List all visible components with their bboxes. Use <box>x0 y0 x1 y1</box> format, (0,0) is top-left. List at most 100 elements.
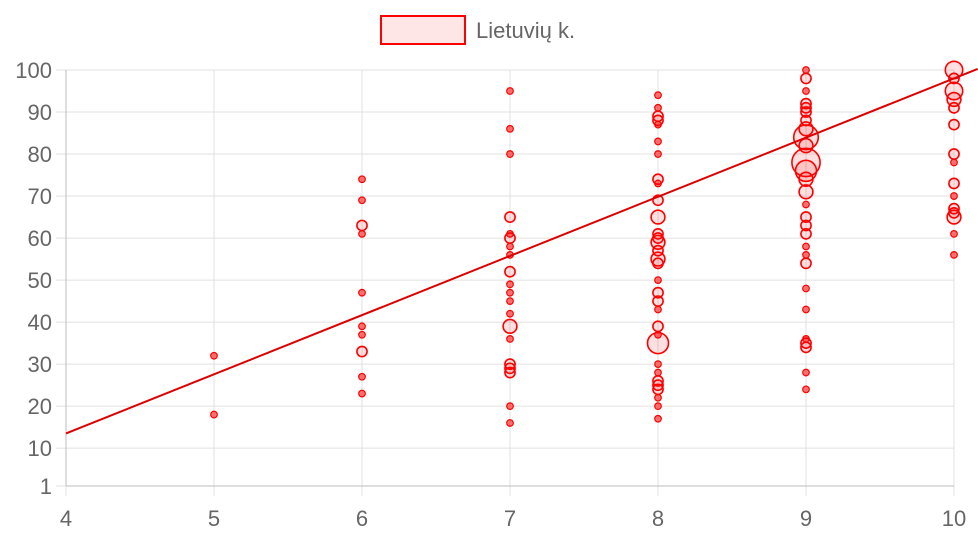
bubble-point[interactable] <box>502 318 518 335</box>
bubble-point[interactable] <box>654 402 662 411</box>
bubble-point[interactable] <box>506 288 514 297</box>
bubble-point[interactable] <box>654 305 662 314</box>
y-axis-ticks: 1 10 20 30 40 50 60 70 80 90 100 <box>15 58 52 499</box>
bubble-point[interactable] <box>358 229 366 238</box>
bubble-point[interactable] <box>946 91 962 108</box>
bubble-point[interactable] <box>946 209 962 225</box>
bubble-point[interactable] <box>800 219 812 232</box>
bubble-point[interactable] <box>650 251 666 267</box>
bubble-point[interactable] <box>504 265 516 278</box>
bubble-point[interactable] <box>650 234 666 250</box>
bubble-point[interactable] <box>356 345 368 358</box>
bubble-point[interactable] <box>652 257 664 270</box>
bubble-point[interactable] <box>802 385 810 394</box>
bubble-point[interactable] <box>506 297 514 306</box>
bubble-point[interactable] <box>654 360 662 369</box>
bubble-point[interactable] <box>800 72 812 85</box>
bubble-point[interactable] <box>802 250 810 259</box>
bubble-point[interactable] <box>358 372 366 381</box>
regression-line <box>65 68 978 435</box>
bubble-point[interactable] <box>800 97 812 110</box>
bubble-point[interactable] <box>791 147 821 178</box>
x-tick-label: 5 <box>208 506 220 531</box>
bubble-point[interactable] <box>358 288 366 297</box>
x-tick-label: 4 <box>60 506 72 531</box>
bubble-point[interactable] <box>356 219 368 232</box>
bubble-point[interactable] <box>800 257 812 270</box>
bubble-point[interactable] <box>358 389 366 398</box>
bubble-point[interactable] <box>652 383 664 396</box>
y-tick-label: 1 <box>40 474 52 499</box>
bubble-point[interactable] <box>802 87 810 95</box>
bubble-point[interactable] <box>652 320 664 333</box>
bubble-point[interactable] <box>506 280 514 289</box>
bubble-point[interactable] <box>506 309 514 318</box>
bubble-point[interactable] <box>654 91 662 100</box>
bubble-point[interactable] <box>506 150 514 158</box>
bubble-point[interactable] <box>358 322 366 331</box>
bubble-point[interactable] <box>950 158 958 167</box>
bubble-point[interactable] <box>802 242 810 251</box>
bubble-point[interactable] <box>654 120 662 129</box>
bubble-point[interactable] <box>800 227 812 240</box>
bubble-point[interactable] <box>948 118 960 131</box>
bubble-point[interactable] <box>950 229 958 238</box>
bubble-point[interactable] <box>654 137 662 146</box>
bubble-point[interactable] <box>654 103 662 112</box>
bubble-point[interactable] <box>646 331 670 355</box>
bubble-point[interactable] <box>652 286 664 299</box>
x-tick-label: 6 <box>356 506 368 531</box>
bubble-point[interactable] <box>210 410 218 419</box>
bubble-point[interactable] <box>506 335 514 343</box>
bubble-point[interactable] <box>944 81 964 101</box>
legend-label[interactable]: Lietuvių k. <box>476 18 575 43</box>
bubble-point[interactable] <box>948 101 960 114</box>
bubble-point[interactable] <box>506 402 514 411</box>
legend[interactable]: Lietuvių k. <box>380 15 575 45</box>
bubble-point[interactable] <box>504 366 516 379</box>
bubble-point[interactable] <box>800 101 812 114</box>
bubble-point[interactable] <box>358 196 366 205</box>
bubble-point[interactable] <box>798 171 814 187</box>
bubble-point[interactable] <box>950 192 958 200</box>
bubble-point[interactable] <box>800 211 812 223</box>
bubble-point[interactable] <box>654 276 662 285</box>
bubble-point[interactable] <box>654 150 662 158</box>
bubble-point[interactable] <box>652 379 664 392</box>
bubble-point[interactable] <box>654 414 662 423</box>
bubble-point[interactable] <box>802 284 810 293</box>
y-tick-label: 20 <box>28 394 52 419</box>
bubble-point[interactable] <box>652 295 664 308</box>
bubble-point[interactable] <box>504 358 516 371</box>
bubble-point[interactable] <box>506 87 514 95</box>
bubble-point[interactable] <box>358 330 366 339</box>
bubble-point[interactable] <box>802 305 810 314</box>
x-axis-ticks: 4 5 6 7 8 9 10 <box>60 506 966 531</box>
bubble-point[interactable] <box>358 175 366 184</box>
bubble-point[interactable] <box>506 242 514 251</box>
bubble-point[interactable] <box>802 66 810 74</box>
legend-swatch[interactable] <box>380 15 466 45</box>
bubble-point[interactable] <box>504 232 516 244</box>
bubble-point[interactable] <box>504 211 516 223</box>
bubble-point[interactable] <box>798 184 814 200</box>
bubble-point[interactable] <box>504 362 516 375</box>
bubble-point[interactable] <box>948 148 960 160</box>
x-tick-label: 7 <box>504 506 516 531</box>
bubble-point[interactable] <box>650 209 666 225</box>
bubble-point[interactable] <box>654 368 662 377</box>
bubble-point[interactable] <box>654 393 662 402</box>
bubble-point[interactable] <box>506 419 514 427</box>
bubble-point[interactable] <box>802 368 810 377</box>
bubble-point[interactable] <box>800 106 812 118</box>
bubble-point[interactable] <box>800 337 812 350</box>
bubble-point[interactable] <box>652 375 664 387</box>
bubble-point[interactable] <box>654 179 662 188</box>
bubble-point[interactable] <box>800 341 812 354</box>
bubble-point[interactable] <box>950 250 958 259</box>
bubble-point[interactable] <box>948 177 960 190</box>
bubble-point[interactable] <box>506 124 514 133</box>
bubble-point[interactable] <box>210 351 218 360</box>
y-tick-label: 30 <box>28 352 52 377</box>
bubble-point[interactable] <box>802 200 810 209</box>
